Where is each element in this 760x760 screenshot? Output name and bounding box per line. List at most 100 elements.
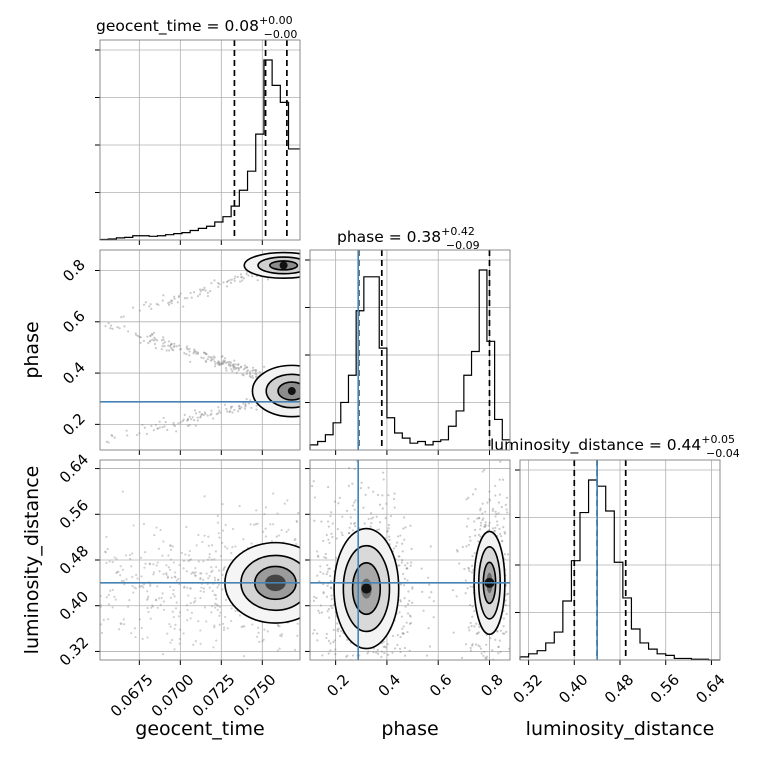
sample-point	[336, 702, 338, 704]
sample-point	[333, 500, 336, 503]
sample-point	[502, 617, 506, 620]
sample-point	[133, 627, 137, 630]
sample-point	[168, 349, 171, 352]
sample-point	[255, 373, 258, 376]
sample-point	[178, 294, 181, 298]
sample-point	[474, 488, 477, 491]
sample-point	[287, 528, 290, 531]
sample-point	[221, 503, 224, 506]
sample-point	[151, 333, 154, 336]
sample-point	[162, 416, 165, 420]
ytick-label-phase-0: 0.2	[59, 410, 89, 440]
sample-point	[154, 338, 157, 341]
sample-point	[336, 628, 339, 631]
sample-point	[218, 362, 221, 365]
sample-point	[210, 356, 213, 359]
sample-point	[347, 712, 349, 714]
sample-point	[199, 416, 202, 419]
sample-point	[144, 562, 147, 565]
sample-point	[181, 419, 184, 423]
sample-point	[488, 498, 491, 501]
sample-point	[217, 532, 220, 535]
sample-point	[170, 299, 173, 302]
sample-point	[322, 591, 325, 594]
sample-point	[242, 277, 245, 280]
phase-geocent-contour	[269, 260, 299, 271]
ylabel-phase: phase	[21, 321, 43, 378]
sample-point	[172, 561, 175, 564]
sample-point	[210, 611, 213, 614]
sample-point	[251, 376, 255, 380]
phase-geocent-contour	[265, 373, 300, 409]
sample-point	[135, 433, 139, 437]
sample-point	[514, 498, 516, 500]
sample-point	[204, 289, 207, 292]
sample-point	[313, 595, 316, 598]
sample-point	[188, 354, 191, 357]
sample-point	[356, 700, 358, 702]
sample-point	[494, 484, 497, 488]
sample-point	[209, 290, 212, 293]
sample-point	[188, 424, 191, 427]
sample-point	[505, 508, 508, 511]
sample-point	[468, 629, 471, 632]
sample-point	[427, 627, 430, 630]
sample-point	[199, 642, 202, 645]
sample-point	[206, 291, 209, 295]
sample-point	[401, 558, 404, 562]
sample-point	[194, 640, 197, 643]
sample-point	[153, 534, 156, 537]
sample-point	[150, 307, 153, 310]
sample-point	[194, 597, 197, 600]
sample-point	[512, 634, 514, 636]
sample-point	[494, 515, 497, 518]
sample-point	[328, 616, 331, 619]
sample-point	[169, 548, 173, 551]
sample-point	[387, 494, 390, 497]
sample-point	[470, 564, 474, 567]
sample-point	[325, 573, 328, 576]
sample-point	[107, 593, 110, 597]
sample-point	[204, 359, 208, 362]
sample-point	[216, 586, 219, 589]
sample-point	[218, 536, 221, 539]
sample-point	[146, 598, 149, 601]
sample-point	[235, 371, 238, 374]
sample-point	[153, 336, 156, 339]
sample-point	[280, 529, 283, 532]
sample-point	[466, 587, 469, 590]
sample-point	[157, 303, 160, 306]
sample-point	[396, 633, 399, 637]
sample-point	[497, 501, 501, 504]
sample-point	[113, 436, 116, 439]
sample-point	[109, 589, 112, 592]
sample-point	[111, 434, 114, 438]
sample-point	[255, 376, 258, 379]
sample-point	[197, 560, 200, 563]
xtick-label-luminosity-distance-1: 0.40	[555, 671, 591, 707]
sample-point	[122, 579, 125, 582]
sample-point	[397, 555, 400, 558]
sample-point	[410, 547, 413, 551]
sample-point	[430, 591, 433, 594]
sample-point	[202, 587, 206, 590]
sample-point	[211, 589, 214, 593]
sample-point	[370, 517, 373, 520]
sample-point	[202, 351, 206, 354]
sample-point	[381, 507, 384, 510]
ytick-label-phase-1: 0.4	[59, 358, 89, 388]
sample-point	[407, 668, 409, 670]
sample-point	[316, 639, 319, 642]
sample-point	[155, 302, 158, 306]
sample-point	[329, 649, 332, 652]
sample-point	[469, 646, 472, 650]
sample-point	[399, 583, 403, 586]
sample-point	[233, 279, 236, 283]
sample-point	[257, 626, 260, 629]
sample-point	[402, 572, 405, 576]
sample-point	[478, 625, 481, 629]
sample-point	[150, 424, 153, 428]
sample-point	[464, 643, 468, 646]
sample-point	[131, 306, 135, 309]
sample-point	[226, 627, 229, 630]
